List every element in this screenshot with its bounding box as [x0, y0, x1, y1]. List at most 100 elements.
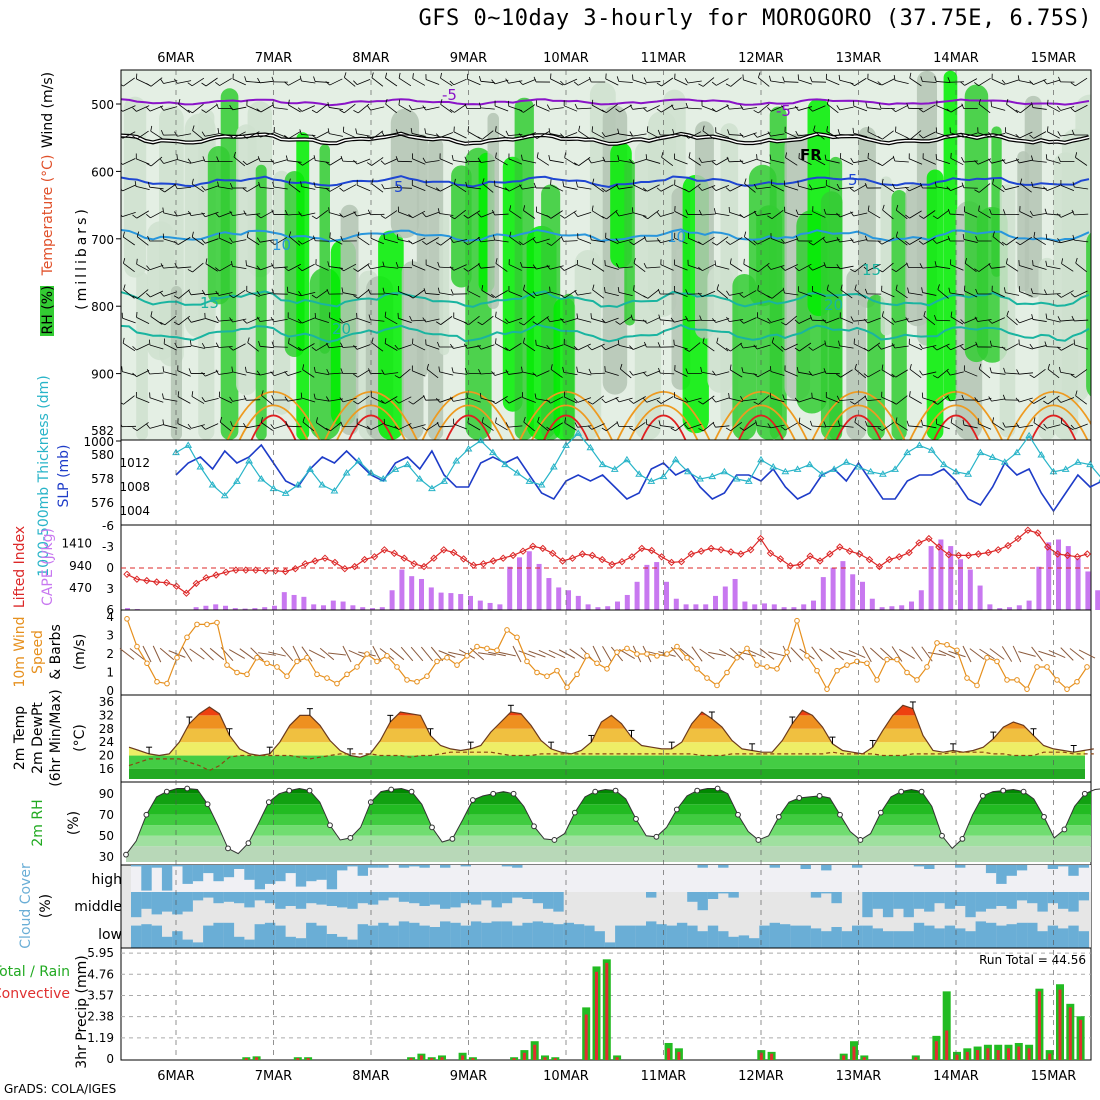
wind10-marker: [474, 643, 480, 650]
cloud-bar: [810, 928, 822, 948]
wind-barb: [780, 343, 798, 351]
cloud-bar: [728, 936, 739, 948]
barb-shaft: [688, 264, 702, 271]
wind-barb: [629, 131, 647, 137]
cloud-bar: [687, 892, 698, 902]
wind10-marker: [1054, 677, 1060, 683]
barb-shaft: [757, 132, 771, 138]
barb-flag: [849, 82, 855, 87]
wind-barb: [564, 152, 577, 166]
barb-flag: [162, 366, 165, 372]
wind-barb: [285, 155, 302, 163]
barb-flag: [481, 284, 484, 291]
barb-shaft: [149, 264, 164, 271]
cloud-bar: [141, 865, 152, 891]
cloud-bar: [666, 925, 677, 948]
barb-flag: [698, 266, 703, 271]
wind-barb: [726, 316, 744, 323]
barb-shaft: [922, 266, 937, 269]
wind-barb: [505, 78, 523, 84]
barb-flag: [356, 179, 358, 186]
rh2m-marker: [204, 801, 211, 808]
barb-shaft: [908, 292, 923, 296]
barb-flag: [728, 393, 730, 399]
date-label-bottom: 14MAR: [933, 1069, 979, 1084]
precip-conv-label: Convective: [0, 986, 70, 1002]
cloud-bar: [161, 892, 173, 912]
barb-shaft: [784, 343, 798, 351]
wind-barb: [491, 79, 509, 85]
barb-flag: [189, 340, 192, 346]
wind-barb: [411, 259, 426, 271]
barb-flag: [739, 132, 744, 138]
barb-shaft: [481, 290, 494, 298]
barb-shaft: [136, 263, 150, 272]
barb-shaft: [454, 209, 466, 220]
barb-shaft: [315, 160, 330, 163]
barb-flag: [122, 231, 125, 238]
wind-barb: [353, 344, 371, 350]
cape-bar: [575, 595, 581, 610]
barb-flag: [615, 108, 620, 113]
wind-barb: [1003, 287, 1020, 296]
barb-shaft: [150, 210, 163, 219]
barb-flag: [260, 417, 263, 423]
wind-barb: [353, 263, 370, 272]
wind-barb: [961, 103, 978, 110]
barb-flag: [1004, 127, 1007, 133]
barb-flag: [727, 129, 730, 135]
barb-shaft: [702, 236, 715, 246]
barb-shaft: [494, 79, 509, 85]
wind-barb: [422, 105, 440, 111]
barb-shaft: [425, 133, 440, 137]
barb-shaft: [715, 397, 730, 403]
wind-barb: [657, 129, 675, 136]
rh2m-marker: [163, 788, 170, 795]
barb-flag: [326, 342, 330, 348]
barb-flag: [546, 264, 551, 270]
barb-flag: [217, 128, 220, 134]
barb-shaft: [715, 185, 730, 191]
wind-barb: [656, 184, 674, 192]
barb-flag: [753, 133, 758, 138]
barb-flag: [380, 399, 386, 404]
barb-flag: [201, 371, 206, 377]
barb-flag: [782, 287, 785, 294]
wind-barb: [946, 370, 964, 376]
barb-flag: [564, 152, 567, 158]
barb-shaft: [1005, 132, 1019, 138]
barb-shaft: [825, 345, 840, 349]
cloud-bar: [852, 865, 863, 868]
barb-shaft: [233, 289, 246, 299]
barb-shaft: [867, 399, 882, 401]
barb-flag: [633, 257, 636, 264]
wind-barb: [905, 130, 922, 140]
barb-shaft: [839, 186, 854, 190]
barb-shaft: [123, 263, 135, 272]
barb-shaft: [316, 209, 329, 220]
barb-shaft: [826, 397, 840, 403]
barb-flag: [229, 182, 233, 189]
wind-barb: [1001, 185, 1020, 191]
cloud-bar: [841, 931, 853, 948]
barb-flag: [466, 392, 468, 398]
barb-shaft: [577, 343, 591, 351]
barb-flag: [422, 212, 427, 218]
barb-flag: [881, 311, 884, 317]
barb-flag: [1006, 310, 1009, 317]
barb-flag: [437, 208, 440, 214]
barb-flag: [463, 321, 469, 326]
barb-flag: [121, 421, 123, 427]
barb-shaft: [177, 396, 191, 404]
rh2m-marker: [1081, 790, 1088, 797]
wind-barb: [135, 391, 150, 404]
barb-shaft: [923, 104, 936, 113]
barb-flag: [895, 284, 898, 291]
wind-barb: [850, 157, 868, 164]
barb-shaft: [191, 345, 205, 349]
barb-flag: [936, 418, 938, 425]
barb-shaft: [288, 343, 301, 351]
barb-shaft: [978, 183, 991, 193]
